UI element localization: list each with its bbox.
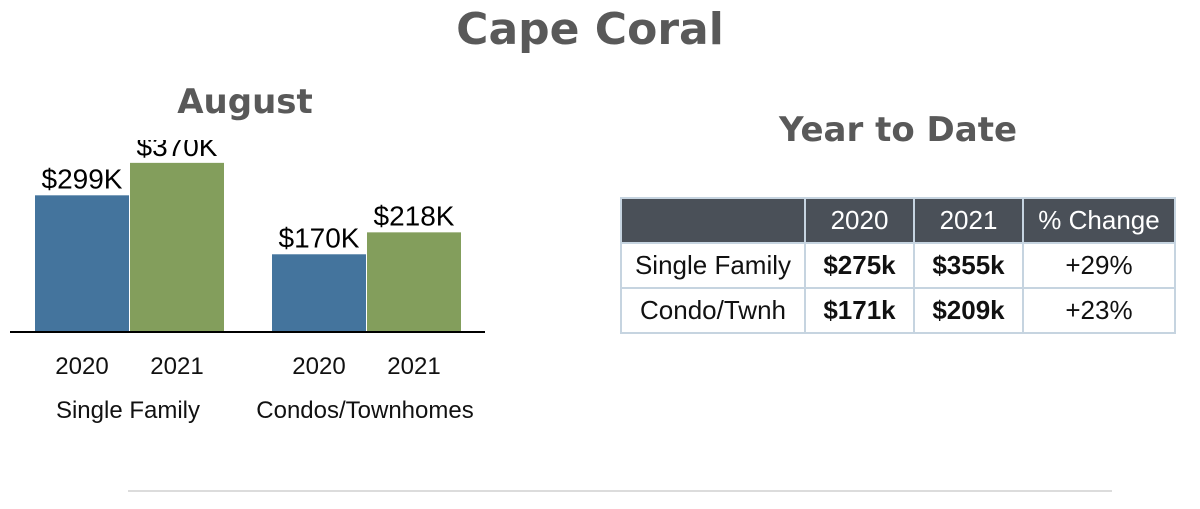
cell-2021: $355k (913, 242, 1024, 289)
row-label: Condo/Twnh (620, 287, 806, 334)
table-row: Single Family $275k $355k +29% (620, 242, 1176, 289)
bar-value-label: $370K (137, 140, 218, 162)
bar-value-label: $218K (374, 200, 455, 231)
cell-change: +29% (1022, 242, 1176, 289)
x-tick-label: 2021 (150, 353, 203, 380)
cell-2021: $209k (913, 287, 1024, 334)
ytd-title: Year to Date (778, 110, 1018, 150)
cell-2020: $275k (804, 242, 915, 289)
bar-2021-single-family (130, 162, 224, 332)
page-title: Cape Coral (456, 4, 724, 55)
ytd-header-blank (620, 197, 806, 244)
bar-value-label: $170K (279, 222, 360, 253)
divider (128, 490, 1112, 492)
group-label: Single Family (56, 397, 200, 424)
cell-2020: $171k (804, 287, 915, 334)
ytd-header-change: % Change (1022, 197, 1176, 244)
chart-title: August (177, 82, 313, 122)
bar-chart: $299K 2020 $370K 2021 $170K 2020 $218K 2021 Sing… (10, 140, 485, 424)
x-tick-label: 2020 (55, 353, 108, 380)
cell-change: +23% (1022, 287, 1176, 334)
bar-value-label: $299K (42, 163, 123, 194)
table-row: Condo/Twnh $171k $209k +23% (620, 287, 1176, 334)
group-label: Condos/Townhomes (256, 397, 473, 424)
ytd-header-2020: 2020 (804, 197, 915, 244)
bar-2020-single-family (35, 195, 129, 332)
x-tick-label: 2021 (387, 353, 440, 380)
ytd-header-2021: 2021 (913, 197, 1024, 244)
bar-2020-condos (272, 254, 366, 332)
ytd-header-row: 2020 2021 % Change (620, 197, 1176, 244)
row-label: Single Family (620, 242, 806, 289)
x-tick-label: 2020 (292, 353, 345, 380)
ytd-table: 2020 2021 % Change Single Family $275k $… (620, 197, 1176, 334)
bar-2021-condos (367, 232, 461, 332)
